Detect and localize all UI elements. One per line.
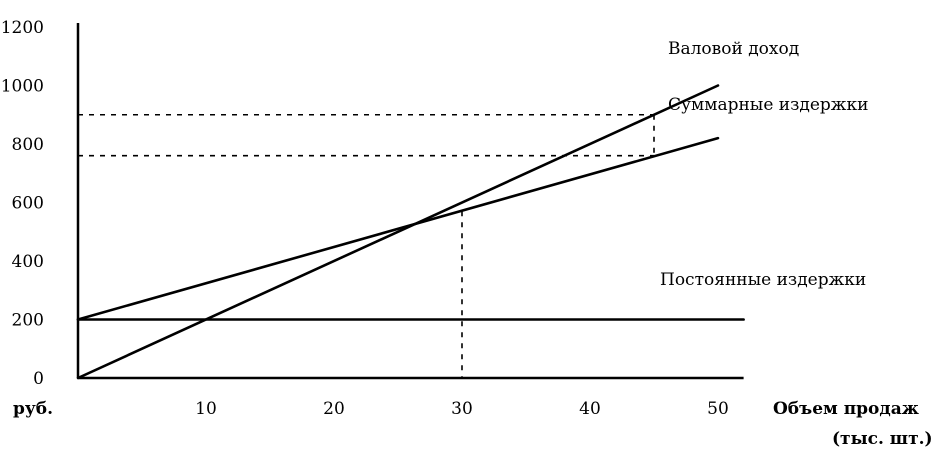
- x-tick-label: 30: [451, 399, 473, 419]
- series-label-1: Суммарные издержки: [668, 95, 868, 115]
- y-unit-label: руб.: [13, 399, 53, 419]
- y-tick-label: 0: [33, 369, 44, 389]
- x-tick-label: 10: [195, 399, 217, 419]
- x-tick-label: 20: [323, 399, 345, 419]
- y-tick-label: 1000: [1, 77, 44, 97]
- y-tick-label: 800: [12, 135, 44, 155]
- series-label-0: Валовой доход: [668, 39, 799, 59]
- y-tick-label: 200: [12, 311, 44, 331]
- y-tick-label: 600: [12, 194, 44, 214]
- y-tick-label: 400: [12, 252, 44, 272]
- revenue-line: [76, 84, 720, 380]
- y-tick-label: 1200: [1, 18, 44, 38]
- x-axis-unit: (тыс. шт.): [832, 429, 933, 449]
- series-label-2: Постоянные издержки: [660, 270, 866, 290]
- total-cost-line: [76, 136, 720, 321]
- x-axis-title: Объем продаж: [773, 399, 919, 419]
- x-tick-label: 40: [579, 399, 601, 419]
- x-tick-label: 50: [707, 399, 729, 419]
